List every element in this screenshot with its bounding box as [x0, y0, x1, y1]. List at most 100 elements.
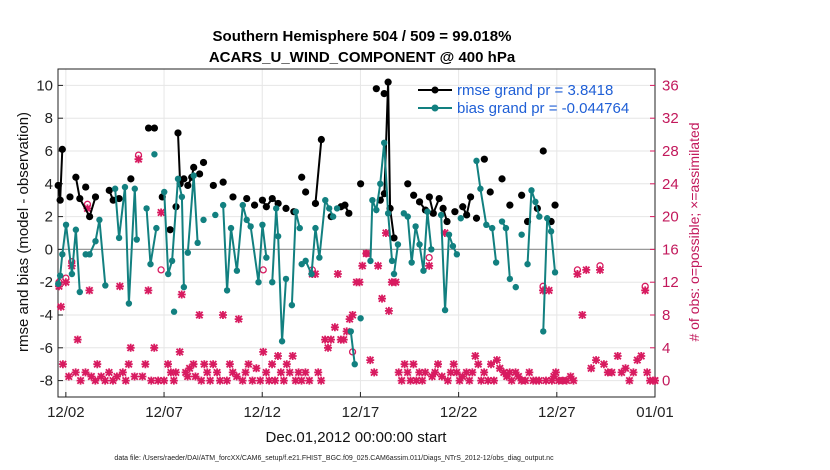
y-right-tick-label: 16 — [662, 241, 679, 258]
bias-point — [125, 300, 133, 307]
obs-assimilated-marker — [112, 372, 121, 381]
obs-assimilated-marker — [238, 376, 247, 385]
obs-assimilated-marker — [124, 360, 133, 369]
rmse-point — [480, 155, 488, 163]
obs-assimilated-marker — [163, 360, 172, 369]
y-right-tick-label: 8 — [662, 307, 670, 324]
rmse-point — [466, 193, 475, 201]
obs-assimilated-marker — [232, 372, 241, 381]
y-left-tick-label: 2 — [45, 209, 53, 226]
bias-point — [492, 259, 500, 266]
bias-series — [54, 139, 559, 368]
y-right-tick-label: 36 — [662, 77, 679, 94]
bias-point — [473, 157, 480, 165]
obs-assimilated-marker — [268, 360, 277, 369]
x-tick-label: 12/27 — [538, 404, 576, 421]
obs-assimilated-marker — [535, 376, 544, 385]
obs-assimilated-marker — [262, 368, 271, 377]
obs-assimilated-marker — [154, 376, 163, 385]
obs-assimilated-marker — [177, 290, 186, 299]
bias-point — [131, 185, 138, 192]
x-axis-label: Dec.01,2012 00:00:00 start — [266, 429, 448, 446]
obs-assimilated-marker — [288, 352, 297, 360]
bias-point — [373, 206, 380, 214]
obs-assimilated-marker — [64, 372, 73, 381]
rmse-point — [451, 208, 459, 216]
rmse-point — [298, 173, 306, 181]
bias-point — [111, 185, 119, 192]
bias-point — [543, 215, 551, 222]
bias-point — [518, 231, 525, 238]
rmse-point — [258, 196, 267, 204]
rmse-point — [380, 90, 388, 98]
rmse-point — [91, 193, 100, 201]
rmse-point — [372, 85, 380, 93]
obs-assimilated-marker — [141, 360, 150, 369]
y-left-tick-label: -6 — [40, 340, 53, 357]
obs-assimilated-marker — [200, 360, 209, 369]
obs-assimilated-marker — [440, 229, 449, 237]
obs-assimilated-marker — [374, 261, 383, 270]
bias-point — [153, 224, 160, 232]
rmse-point — [384, 78, 392, 86]
bias-point — [369, 197, 376, 204]
bias-point — [59, 251, 66, 258]
bias-point — [308, 270, 315, 278]
bias-point — [424, 208, 431, 215]
bias-point — [239, 201, 246, 209]
bias-point — [102, 282, 109, 289]
y-left-tick-label: -2 — [40, 274, 53, 291]
y-left-tick-label: -4 — [40, 307, 53, 324]
x-tick-label: 12/07 — [145, 404, 183, 421]
obs-assimilated-marker — [294, 368, 303, 377]
bias-point — [278, 338, 286, 345]
plot-area — [57, 68, 656, 398]
obs-assimilated-marker — [225, 360, 234, 369]
obs-assimilated-marker — [241, 368, 250, 377]
y-axis-left-ticks: -8 -6 -4 -2 0 2 4 6 8 10 — [36, 77, 63, 390]
obs-assimilated-marker — [76, 376, 85, 385]
bias-point — [316, 254, 323, 261]
obs-assimilated-marker — [471, 352, 480, 360]
obs-assimilated-marker — [197, 376, 206, 385]
bias-point — [92, 238, 99, 245]
rmse-point — [341, 201, 349, 209]
bias-line-segment — [349, 331, 356, 365]
obs-assimilated-marker — [549, 372, 558, 381]
obs-assimilated-marker — [195, 311, 204, 319]
obs-assimilated-marker — [487, 360, 496, 369]
obs-assimilated-marker — [301, 368, 310, 377]
bias-point — [194, 239, 201, 247]
bias-point — [428, 246, 435, 253]
y-right-tick-label: 12 — [662, 274, 679, 291]
obs-assimilated-marker — [206, 376, 215, 385]
rmse-point — [250, 201, 259, 209]
bias-point — [72, 226, 80, 233]
bias-point — [540, 328, 547, 335]
obs-assimilated-marker — [629, 368, 638, 377]
rmse-point — [166, 226, 174, 234]
bias-point — [326, 205, 333, 212]
rmse-point — [539, 147, 547, 155]
obs-assimilated-marker — [191, 372, 200, 381]
bias-point — [536, 213, 543, 220]
bias-point — [547, 228, 555, 235]
obs-assimilated-marker — [222, 376, 231, 385]
obs-assimilated-marker — [397, 376, 406, 385]
obs-assimilated-marker — [144, 286, 153, 295]
rmse-point — [282, 204, 290, 212]
bias-point — [312, 224, 319, 232]
obs-assimilated-marker — [505, 368, 514, 377]
rmse-point — [404, 180, 412, 188]
bias-point — [351, 361, 358, 368]
obs-assimilated-marker — [61, 278, 70, 287]
bias-point — [170, 308, 178, 315]
bias-line-segment — [222, 204, 268, 291]
obs-count-markers — [54, 151, 659, 385]
obs-assimilated-marker — [85, 286, 94, 295]
bias-point — [151, 151, 158, 158]
obs-assimilated-marker — [421, 368, 430, 377]
bias-line-segment — [114, 186, 138, 304]
bias-point — [180, 283, 188, 291]
